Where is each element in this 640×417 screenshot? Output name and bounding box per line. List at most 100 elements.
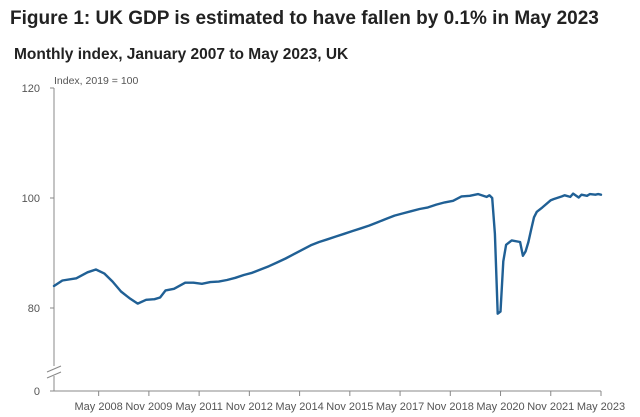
data-point [209,281,212,283]
data-point [460,195,463,198]
data-point [268,265,270,268]
data-point [588,193,591,196]
data-point [318,241,320,243]
data-point [524,250,527,253]
data-point [184,281,187,284]
data-point [533,216,535,219]
data-point [572,192,574,195]
data-point [519,241,521,243]
data-point [95,268,97,271]
x-tick-label: Nov 2021 [527,401,574,413]
data-point [53,285,55,287]
data-point [145,298,148,301]
data-point [120,290,122,293]
series-layer [52,192,603,315]
data-point [326,238,329,241]
y-axis-unit-label: Index, 2019 = 100 [54,75,139,87]
data-point [136,302,139,305]
data-point [234,276,237,279]
data-point [276,261,279,264]
data-point [569,196,572,198]
data-point [293,253,295,256]
data-point [217,280,220,283]
data-point [75,277,78,280]
data-point [594,193,597,196]
data-point [527,241,530,243]
x-tick-label: May 2020 [476,401,524,413]
data-point [468,194,471,197]
data-point [284,257,287,260]
data-point [192,281,195,284]
data-point [577,196,580,199]
data-point [335,235,337,238]
data-point [251,271,254,274]
data-point [530,228,533,231]
data-point [510,239,513,242]
x-tick-label: Nov 2018 [427,401,474,413]
x-tick-label: May 2008 [74,401,122,413]
data-point [368,224,371,227]
data-point [502,260,505,263]
data-point [61,279,64,282]
x-tick-label: Nov 2015 [326,401,373,413]
data-point [159,296,162,299]
axes [46,88,62,391]
x-tick-marks: May 2008 Nov 2009 May 2011 Nov 2012 May 2014… [54,390,625,413]
x-tick-label: May 2023 [577,401,625,413]
data-point [488,194,491,197]
data-point [103,272,106,275]
x-tick-label: Nov 2012 [226,401,273,413]
data-point [563,194,566,197]
y-tick-label: 100 [22,193,40,205]
axis-break-mark [46,371,62,379]
data-point [541,206,544,209]
data-point [600,193,602,196]
data-point [360,227,362,230]
x-tick-label: May 2011 [175,401,223,413]
chart-subtitle: Monthly index, January 2007 to May 2023,… [14,46,349,63]
chart-title: Figure 1: UK GDP is estimated to have fa… [10,8,599,29]
y-tick-label: 0 [34,386,40,398]
data-point [435,203,438,206]
data-point [153,298,156,301]
data-point [597,193,600,196]
data-point [418,208,421,210]
axis-break-mark [46,365,62,373]
data-point [485,196,488,198]
data-point [309,244,312,247]
data-point [443,201,446,204]
x-tick-label: May 2017 [376,401,424,413]
data-point [586,194,588,197]
data-point [535,210,538,213]
data-point [505,243,507,246]
data-point [410,210,413,213]
data-point [496,312,499,315]
data-point [427,206,429,209]
y-tick-label: 120 [22,83,40,95]
data-point [499,310,502,313]
data-point [201,282,203,285]
data-point [301,248,304,251]
data-point [402,212,404,215]
x-tick-label: Nov 2009 [125,401,172,413]
data-point [561,195,563,198]
data-point [376,221,379,224]
data-point [86,271,89,274]
series-line [52,192,603,315]
data-point [111,280,114,283]
data-point [549,199,552,202]
data-point [343,232,346,235]
data-point [452,199,454,202]
data-point [242,274,245,276]
data-point [580,193,583,196]
data-point [477,193,480,196]
data-point [522,254,524,257]
x-tick-label: May 2014 [275,401,323,413]
data-point [128,297,131,299]
y-tick-label: 80 [28,303,40,315]
data-point [351,230,354,232]
data-point [164,289,167,292]
data-point [259,268,262,271]
data-point [393,214,396,217]
